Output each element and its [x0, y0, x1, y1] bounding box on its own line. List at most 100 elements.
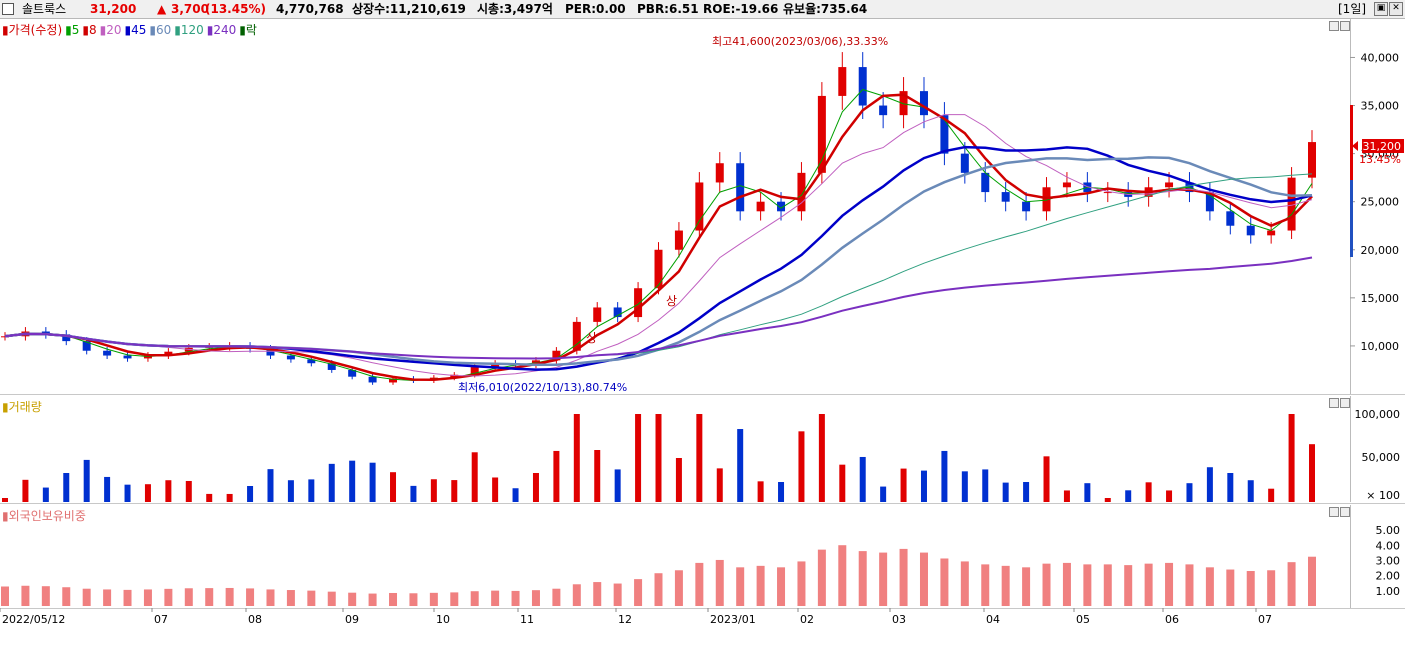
- foreign-ratio-bar: [62, 587, 71, 606]
- legend-item-6: ▮120: [174, 23, 204, 37]
- foreign-ratio-bar: [1144, 563, 1153, 606]
- change-arrow-icon: ▲: [157, 2, 167, 16]
- low-price-annotation: 최저6,010(2022/10/13),80.74%: [458, 381, 627, 394]
- limit-up-mark: 상: [666, 294, 677, 308]
- foreign-ratio-bar: [103, 589, 112, 606]
- volume-minimize-icon[interactable]: [1329, 398, 1339, 408]
- foreign-ratio-bar: [205, 588, 214, 606]
- price-tick-label: 20,000: [1361, 244, 1400, 257]
- candle-body: [634, 288, 643, 318]
- x-axis-label: 2022/05/12: [2, 613, 65, 626]
- volume-bar: [1206, 467, 1213, 502]
- price-range-bar-down: [1350, 180, 1353, 257]
- foreign-ratio-bar: [450, 592, 459, 606]
- volume-bar: [1023, 482, 1030, 502]
- volume-bar: [900, 468, 907, 502]
- foreign-ratio-bar: [736, 567, 745, 606]
- legend-item-4: ▮45: [124, 23, 147, 37]
- foreign-minimize-icon[interactable]: [1329, 507, 1339, 517]
- period-button[interactable]: [1일]: [1338, 2, 1367, 16]
- volume-bar: [22, 479, 29, 502]
- foreign-ratio-bar: [491, 590, 500, 606]
- volume-bar: [410, 485, 417, 502]
- candle-body: [450, 374, 459, 378]
- foreign-ratio-bar: [1042, 563, 1051, 606]
- volume-bar: [859, 456, 866, 502]
- foreign-ratio-bar: [368, 593, 377, 606]
- volume-bar: [532, 473, 539, 502]
- legend-item-5: ▮60: [149, 23, 172, 37]
- volume-chart-panel[interactable]: ▮거래량: [0, 396, 1350, 502]
- candle-body: [286, 355, 295, 360]
- foreign-ratio-bar: [817, 549, 826, 606]
- volume-bar: [63, 473, 70, 502]
- foreign-ratio-bar: [286, 590, 295, 606]
- price-chart-panel[interactable]: ▮가격(수정) ▮5 ▮8 ▮20 ▮45 ▮60 ▮120 ▮240 ▮락: [0, 19, 1350, 394]
- x-axis-label: 2023/01: [710, 613, 756, 626]
- candle-body: [1205, 192, 1214, 212]
- volume-bar: [818, 414, 825, 502]
- volume-bar: [880, 486, 887, 502]
- volume-bar: [655, 414, 662, 502]
- select-checkbox[interactable]: [2, 3, 14, 15]
- foreign-ratio-bar: [1103, 564, 1112, 606]
- foreign-ratio-bar: [327, 591, 336, 606]
- current-price: 31,200: [90, 2, 137, 16]
- stock-info-bar: 솔트룩스 31,200 ▲ 3,700 (13.45%) 4,770,768 상…: [0, 0, 1405, 19]
- foreign-ratio-bar: [1267, 570, 1276, 606]
- candle-body: [654, 249, 663, 289]
- candle-body: [389, 378, 398, 383]
- volume-bar: [594, 450, 601, 502]
- candle-body: [695, 182, 704, 231]
- foreign-ratio-bar: [1, 586, 9, 606]
- foreign-ratio-bar: [756, 565, 765, 606]
- volume-tick-label: 100,000: [1355, 408, 1401, 421]
- volume-bar: [1247, 480, 1254, 502]
- volume-maximize-icon[interactable]: [1340, 398, 1350, 408]
- panel-minimize-icon[interactable]: [1329, 21, 1339, 31]
- volume-bar: [144, 484, 151, 502]
- foreign-y-axis: [1350, 505, 1405, 608]
- candle-body: [266, 348, 275, 356]
- foreign-ratio-bar: [307, 590, 316, 606]
- volume-bar: [961, 471, 968, 502]
- candle-body: [899, 91, 908, 116]
- candle-body: [777, 201, 786, 212]
- foreign-ratio-bar: [1226, 569, 1235, 606]
- x-axis-label: 10: [436, 613, 450, 626]
- candle-body: [919, 91, 928, 116]
- foreign-ratio-bar: [919, 552, 928, 606]
- volume-bar: [492, 477, 499, 502]
- volume-bar: [573, 414, 580, 502]
- restore-window-icon[interactable]: ▣: [1374, 2, 1388, 16]
- limit-up-mark: 상: [586, 331, 597, 345]
- foreign-ratio-bar: [184, 588, 193, 606]
- foreign-ratio-bar: [82, 588, 91, 606]
- x-axis-label: 11: [520, 613, 534, 626]
- foreign-ratio-bar: [1205, 567, 1214, 606]
- volume-bar: [42, 487, 49, 502]
- volume-tick-label: 50,000: [1362, 451, 1401, 464]
- foreign-ratio-bar: [715, 559, 724, 606]
- panel-maximize-icon[interactable]: [1340, 21, 1350, 31]
- moving-average-line-2: [4, 114, 1313, 377]
- volume-bar: [1166, 490, 1173, 502]
- x-axis-label: 07: [1258, 613, 1272, 626]
- foreign-ratio-bar: [409, 593, 418, 606]
- legend-item-3: ▮20: [99, 23, 122, 37]
- legend-item-1: ▮5: [65, 23, 80, 37]
- stock-name[interactable]: 솔트룩스: [22, 2, 67, 16]
- x-axis-label: 09: [345, 613, 359, 626]
- foreign-ratio-bar: [1308, 556, 1316, 606]
- candle-body: [838, 67, 847, 96]
- foreign-maximize-icon[interactable]: [1340, 507, 1350, 517]
- x-axis-label: 07: [154, 613, 168, 626]
- foreign-ratio-bar: [429, 592, 438, 606]
- volume-bar: [328, 463, 335, 502]
- volume-bar: [1288, 414, 1295, 502]
- listed-shares: 상장수:11,210,619: [352, 2, 466, 16]
- close-window-icon[interactable]: ✕: [1389, 2, 1403, 16]
- foreign-tick-label: 3.00: [1376, 555, 1401, 568]
- legend-item-2: ▮8: [82, 23, 97, 37]
